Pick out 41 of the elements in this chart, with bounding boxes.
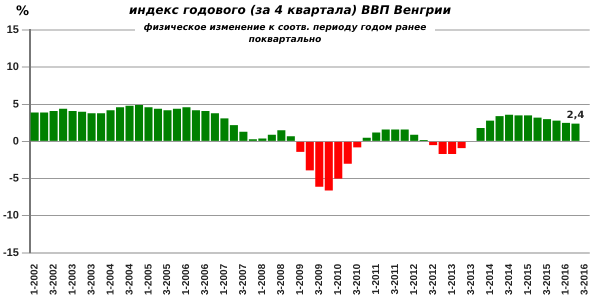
x-tick-label: 1-2002 [29, 263, 40, 296]
x-tick-label: 1-2012 [408, 263, 420, 296]
x-tick-label: 3-2007 [238, 263, 250, 296]
y-tick-label: 10 [6, 61, 19, 74]
x-tick-label: 1-2015 [522, 263, 534, 296]
x-tick-label: 1-2004 [105, 263, 116, 296]
x-tick-label: 3-2006 [200, 263, 212, 296]
x-tick-label: 1-2010 [333, 263, 344, 296]
y-tick-label: -10 [2, 210, 19, 222]
x-tick-label: 1-2006 [181, 263, 192, 296]
x-tick-label: 1-2003 [67, 263, 78, 296]
x-tick-label: 1-2007 [219, 263, 230, 296]
x-tick-label: 3-2014 [504, 263, 515, 296]
x-tick-label: 1-2013 [446, 263, 458, 296]
x-tick-label: 1-2016 [560, 263, 572, 296]
y-tick-label: -15 [2, 246, 19, 259]
x-tick-label: 3-2009 [314, 263, 326, 296]
x-tick-label: 3-2004 [124, 263, 136, 296]
x-tick-label: 3-2015 [542, 263, 553, 296]
chart-subtitle: физическое изменение к соотв. периоду годом ранее поквартально [135, 22, 435, 46]
x-tick-label: 1-2008 [257, 263, 268, 296]
x-tick-label: 3-2002 [48, 263, 60, 296]
x-tick-label: 1-2011 [370, 263, 382, 294]
x-tick-label: 1-2009 [295, 263, 306, 296]
chart-title: индекс годового (за 4 квартала) ВВП Венгрии [128, 3, 452, 17]
x-tick-label: 1-2014 [484, 263, 496, 296]
y-tick-label: -5 [9, 172, 19, 185]
x-tick-label: 3-2005 [162, 263, 174, 296]
x-tick-label: 3-2016 [580, 263, 591, 296]
data-label: 2,4 [566, 110, 584, 122]
x-tick-label: 3-2008 [276, 263, 288, 296]
x-tick-label: 3-2013 [466, 263, 477, 296]
y-tick-label: 5 [12, 98, 19, 110]
x-tick-label: 3-2012 [428, 263, 439, 296]
x-tick-label: 3-2011 [390, 263, 401, 294]
y-tick-label: 0 [12, 135, 19, 148]
x-tick-label: 3-2010 [352, 263, 363, 296]
y-tick-label: 15 [6, 24, 19, 36]
x-tick-label: 3-2003 [86, 263, 98, 296]
y-axis-title: % [16, 4, 30, 19]
x-tick-label: 1-2005 [143, 263, 154, 296]
